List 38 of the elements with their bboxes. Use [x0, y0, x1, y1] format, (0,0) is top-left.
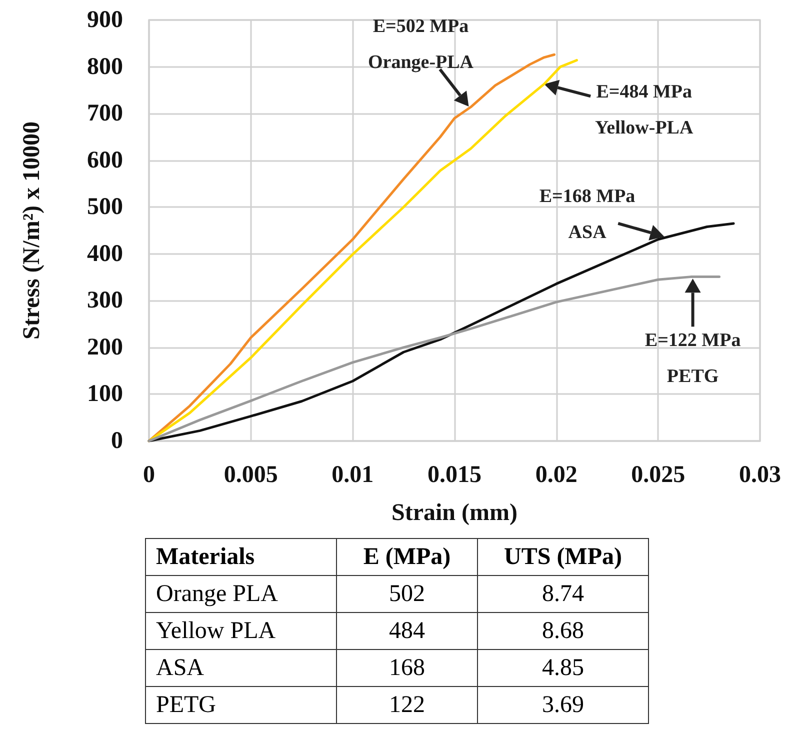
annotation: E=168 MPa ASA: [539, 186, 636, 244]
y-tick-label: 100: [87, 381, 123, 408]
y-axis-title: Stress (N/m²) x 10000: [19, 121, 45, 340]
y-tick-label: 800: [87, 54, 123, 80]
x-tick-label: 0.025: [631, 462, 686, 488]
text: ASA: [146, 650, 336, 686]
text: 8.74: [478, 576, 648, 612]
annotation: E=502 MPa Orange-PLA: [368, 16, 474, 74]
text: Materials: [146, 538, 336, 576]
text: UTS (MPa): [478, 538, 648, 576]
text: 122: [336, 686, 478, 724]
text: 502: [336, 576, 478, 612]
x-axis-title: Strain (mm): [392, 500, 518, 526]
y-tick-label: 500: [87, 194, 123, 220]
y-tick-label: 0: [111, 428, 123, 454]
y-tick-label: 900: [87, 7, 123, 33]
y-tick-label: 700: [87, 100, 123, 127]
x-tick-label: 0.01: [332, 462, 374, 488]
annotation: E=484 MPa Yellow-PLA: [595, 82, 694, 139]
y-tick-label: 300: [87, 288, 123, 314]
annotation: E=122 MPa PETG: [644, 330, 742, 388]
x-tick-label: 0: [143, 462, 155, 488]
text: 3.69: [478, 686, 648, 724]
text: Orange PLA: [146, 576, 336, 612]
text: 168: [336, 650, 478, 686]
x-tick-label: 0.03: [739, 462, 781, 488]
text: 484: [336, 612, 478, 650]
text: 4.85: [478, 650, 648, 686]
y-tick-label: 400: [87, 240, 123, 267]
text: Yellow PLA: [146, 612, 336, 650]
text: PETG: [146, 686, 336, 724]
text: 8.68: [478, 612, 648, 650]
y-tick-label: 600: [87, 147, 123, 174]
x-tick-label: 0.005: [224, 462, 278, 488]
x-tick-label: 0.015: [428, 462, 482, 488]
x-tick-label: 0.02: [535, 462, 578, 488]
y-tick-label: 200: [87, 334, 123, 360]
text: E (MPa): [336, 538, 478, 576]
